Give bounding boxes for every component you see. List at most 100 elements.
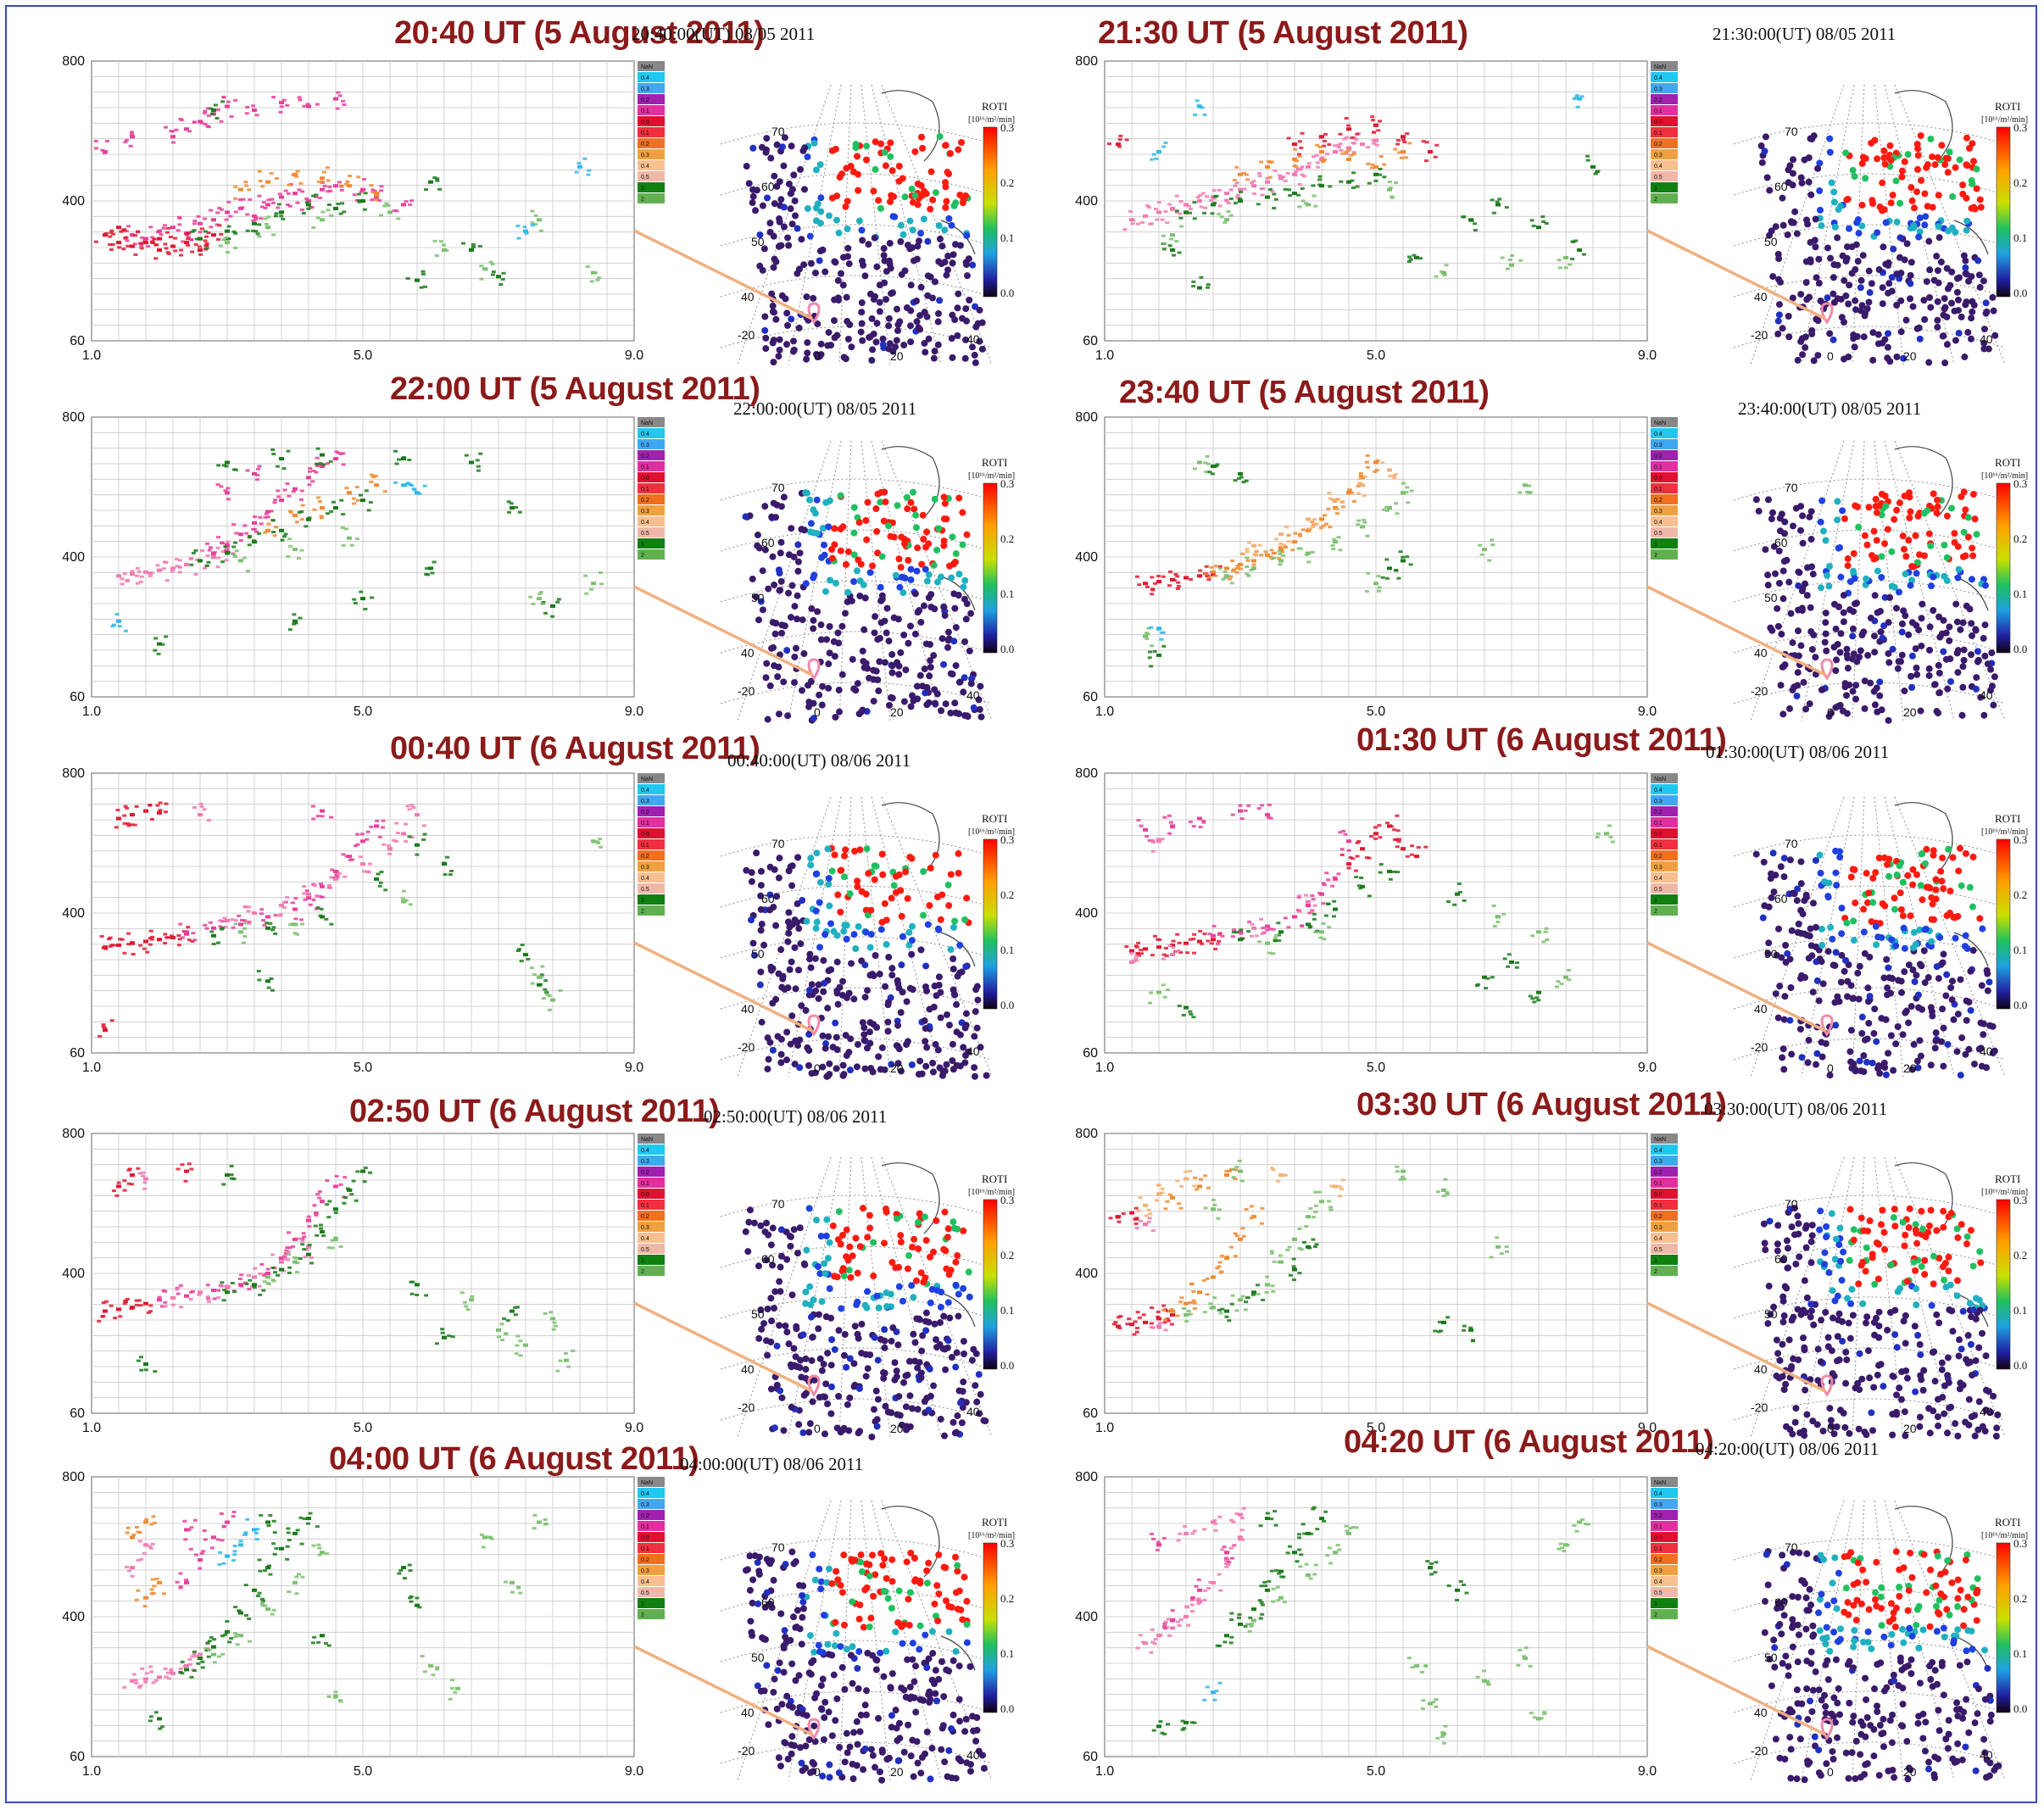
roti-point — [1824, 244, 1832, 252]
roti-point — [883, 940, 890, 948]
data-point — [226, 225, 231, 228]
roti-point — [1941, 161, 1949, 169]
roti-point — [938, 635, 946, 643]
roti-point — [1969, 308, 1976, 315]
data-point — [238, 187, 243, 192]
data-point — [1170, 208, 1175, 211]
roti-point — [784, 712, 792, 720]
data-point — [1129, 952, 1134, 955]
data-point — [1189, 577, 1194, 581]
roti-point — [1908, 184, 1915, 192]
legend-swatch — [638, 94, 665, 104]
roti-point — [1959, 553, 1967, 560]
roti-point — [961, 638, 969, 645]
roti-point — [1913, 1057, 1921, 1065]
data-point — [285, 103, 290, 107]
data-point — [1278, 176, 1284, 181]
data-point — [1473, 229, 1478, 232]
data-point — [257, 223, 262, 226]
data-point — [1372, 131, 1377, 134]
roti-point — [1808, 330, 1816, 337]
data-point — [134, 1299, 139, 1302]
data-point — [1421, 140, 1426, 143]
roti-point — [882, 983, 889, 990]
data-point — [551, 1328, 556, 1331]
roti-point — [1827, 923, 1835, 931]
data-point — [301, 1232, 306, 1235]
data-point — [108, 936, 113, 939]
roti-point — [826, 497, 833, 504]
roti-point — [888, 1061, 895, 1068]
data-point — [329, 876, 334, 879]
roti-point — [912, 524, 920, 532]
roti-point — [833, 1033, 840, 1041]
roti-point — [814, 608, 821, 615]
data-point — [246, 1274, 251, 1278]
data-point — [1581, 253, 1586, 256]
roti-point — [1895, 588, 1902, 596]
data-point — [387, 210, 393, 214]
roti-point — [812, 871, 820, 878]
data-point — [1348, 856, 1353, 860]
roti-point — [771, 866, 778, 873]
data-point — [1146, 206, 1151, 209]
roti-point — [948, 221, 955, 229]
data-point — [93, 240, 98, 243]
data-point — [1134, 575, 1139, 578]
data-point — [1136, 819, 1141, 822]
data-point — [1267, 927, 1273, 931]
data-point — [355, 843, 360, 846]
data-point — [122, 951, 127, 955]
lat-label: 60 — [761, 180, 775, 193]
data-point — [263, 515, 268, 519]
roti-point — [848, 960, 855, 967]
roti-point — [794, 592, 801, 599]
roti-point — [904, 894, 911, 902]
data-point — [509, 502, 514, 505]
roti-point — [894, 327, 901, 335]
roti-point — [918, 1070, 926, 1078]
data-point — [556, 598, 561, 601]
data-point — [1177, 1005, 1182, 1008]
roti-point — [962, 963, 970, 971]
data-point — [1147, 1001, 1152, 1005]
data-point — [1574, 96, 1579, 99]
roti-point — [1919, 849, 1926, 857]
data-point — [198, 248, 203, 252]
roti-point — [976, 337, 983, 345]
data-point — [266, 1283, 271, 1286]
roti-point — [1972, 627, 1980, 634]
data-point — [1544, 222, 1549, 226]
roti-point — [750, 951, 758, 959]
data-point — [1239, 817, 1245, 821]
roti-point — [1925, 237, 1933, 245]
legend-label: 2 — [1654, 909, 1657, 915]
data-point — [122, 1179, 127, 1183]
roti-point — [1913, 671, 1921, 678]
roti-point — [1843, 710, 1851, 717]
data-point — [1362, 475, 1367, 478]
data-point — [471, 245, 476, 248]
roti-point — [1822, 619, 1830, 627]
x-tick-label: 5.0 — [1367, 705, 1385, 719]
data-point — [1150, 158, 1155, 161]
data-point — [1322, 139, 1327, 142]
data-point — [415, 1283, 420, 1287]
data-point — [1346, 180, 1351, 184]
data-point — [518, 1339, 523, 1343]
roti-point — [854, 680, 861, 688]
data-point — [539, 975, 544, 978]
roti-point — [1877, 628, 1885, 636]
roti-point — [876, 281, 883, 289]
roti-point — [1755, 507, 1763, 515]
data-point — [313, 884, 318, 888]
roti-point — [866, 569, 874, 576]
roti-point — [1942, 655, 1950, 663]
roti-point — [785, 929, 793, 937]
data-point — [1235, 564, 1240, 567]
series-dark_green — [209, 833, 549, 994]
colorbar-unit: [10¹⁶/m²/min] — [1981, 115, 2028, 125]
legend-swatch — [1651, 417, 1678, 427]
data-point — [275, 465, 280, 468]
data-point — [357, 192, 362, 196]
